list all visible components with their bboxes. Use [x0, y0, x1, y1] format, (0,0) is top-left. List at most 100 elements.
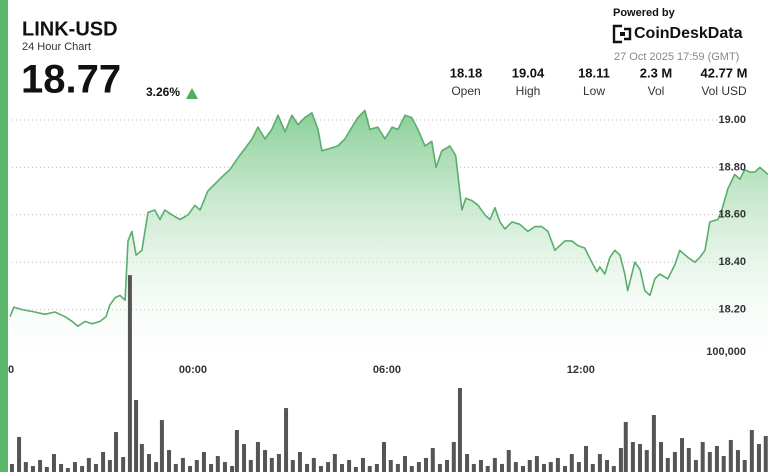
volume-bar: [44, 466, 49, 472]
volume-bar: [269, 457, 274, 472]
volume-bar: [127, 275, 132, 472]
volume-bar: [569, 454, 574, 472]
volume-bar: [311, 457, 316, 472]
stat-value: 19.04: [512, 65, 545, 80]
volume-bar: [114, 432, 119, 472]
volume-bar: [326, 462, 331, 472]
x-tick-label: 00:00: [179, 364, 207, 376]
volume-bar: [465, 454, 470, 472]
volume-bar: [9, 463, 14, 472]
price-area: [10, 110, 768, 357]
volume-bar: [457, 388, 462, 472]
x-tick-label: 0: [8, 364, 14, 376]
stat-value: 42.77 M: [701, 65, 748, 80]
volume-bar: [584, 445, 589, 472]
volume-bar: [188, 466, 193, 472]
y-tick-label: 18.80: [718, 161, 746, 173]
volume-bar: [700, 442, 705, 472]
y-tick-label: 18.20: [718, 303, 746, 315]
y-tick-label: 18.40: [718, 256, 746, 268]
volume-bar: [201, 451, 206, 472]
volume-bar: [154, 462, 159, 472]
volume-bar: [513, 462, 518, 472]
volume-bar: [611, 466, 616, 472]
volume-bar: [263, 450, 268, 472]
subtitle: 24 Hour Chart: [22, 41, 91, 53]
volume-bar: [451, 442, 456, 472]
volume-bar: [318, 466, 323, 472]
volume-bar: [506, 450, 511, 472]
stat-label: Low: [583, 84, 605, 98]
price-line: [9, 109, 768, 327]
volume-bar: [763, 436, 768, 472]
volume-bar: [360, 457, 365, 472]
volume-bar: [159, 420, 164, 472]
volume-bar: [388, 460, 393, 472]
volume-bar: [576, 462, 581, 472]
volume-bar: [353, 466, 358, 472]
volume-bar: [445, 460, 450, 472]
volume-bar: [234, 430, 239, 472]
volume-bar: [742, 460, 747, 472]
volume-bar: [284, 408, 289, 472]
volume-bar: [541, 463, 546, 472]
volume-bar: [230, 466, 235, 472]
volume-bar: [527, 460, 532, 472]
volume-bar: [180, 457, 185, 472]
volume-bar: [139, 444, 144, 472]
volume-bar: [173, 463, 178, 472]
volume-bar: [520, 466, 525, 472]
volume-bar: [437, 463, 442, 472]
volume-bar: [101, 451, 106, 472]
volume-bar: [381, 442, 386, 472]
title: LINK-USD: [22, 18, 118, 40]
volume-bar: [590, 463, 595, 472]
volume-bar: [471, 463, 476, 472]
volume-bar: [59, 463, 64, 472]
x-tick-label: 12:00: [567, 364, 595, 376]
volume-bar: [623, 421, 628, 472]
volume-bar: [605, 460, 610, 472]
volume-bar: [194, 460, 199, 472]
volume-bar: [728, 439, 733, 472]
volume-bar: [51, 454, 56, 472]
volume-bar: [499, 463, 504, 472]
volume-bar: [80, 466, 85, 472]
volume-bar: [721, 456, 726, 472]
volume-bar: [30, 466, 35, 472]
volume-bar: [276, 454, 281, 472]
plot-area: 18.20 18.40 18.60 18.80 19.00 0 00:00 06:00 12:0…: [8, 109, 768, 472]
timestamp: 27 Oct 2025 17:59 (GMT): [614, 51, 739, 63]
volume-bar: [672, 451, 677, 472]
stat-value: 18.18: [450, 65, 483, 80]
volume-bar: [548, 462, 553, 472]
volume-bar: [209, 463, 214, 472]
volume-bar: [167, 450, 172, 472]
stat-value: 18.11: [578, 65, 610, 80]
volume-bar: [630, 442, 635, 472]
y-tick-label: 100,000: [706, 346, 746, 358]
volume-bar: [492, 457, 497, 472]
volume-bar: [17, 436, 22, 472]
volume-bar: [65, 468, 70, 472]
volume-bar: [305, 463, 310, 472]
powered-by: Powered by: [613, 7, 676, 19]
volume-bar: [23, 462, 28, 472]
accent-bar: [0, 0, 8, 472]
volume-bar: [659, 442, 664, 472]
volume-bar: [651, 415, 656, 472]
volume-bar: [121, 457, 126, 472]
stat-label: Vol USD: [701, 84, 747, 98]
volume-bar: [409, 466, 414, 472]
volume-bar: [714, 445, 719, 472]
volume-bar: [637, 444, 642, 472]
logo-icon: [612, 24, 632, 44]
volume-bar: [107, 460, 112, 472]
volume-bar: [403, 456, 408, 472]
volume-bar: [248, 460, 253, 472]
volume-bar: [665, 457, 670, 472]
x-tick-label: 06:00: [373, 364, 401, 376]
change: 3.26%: [146, 85, 180, 99]
